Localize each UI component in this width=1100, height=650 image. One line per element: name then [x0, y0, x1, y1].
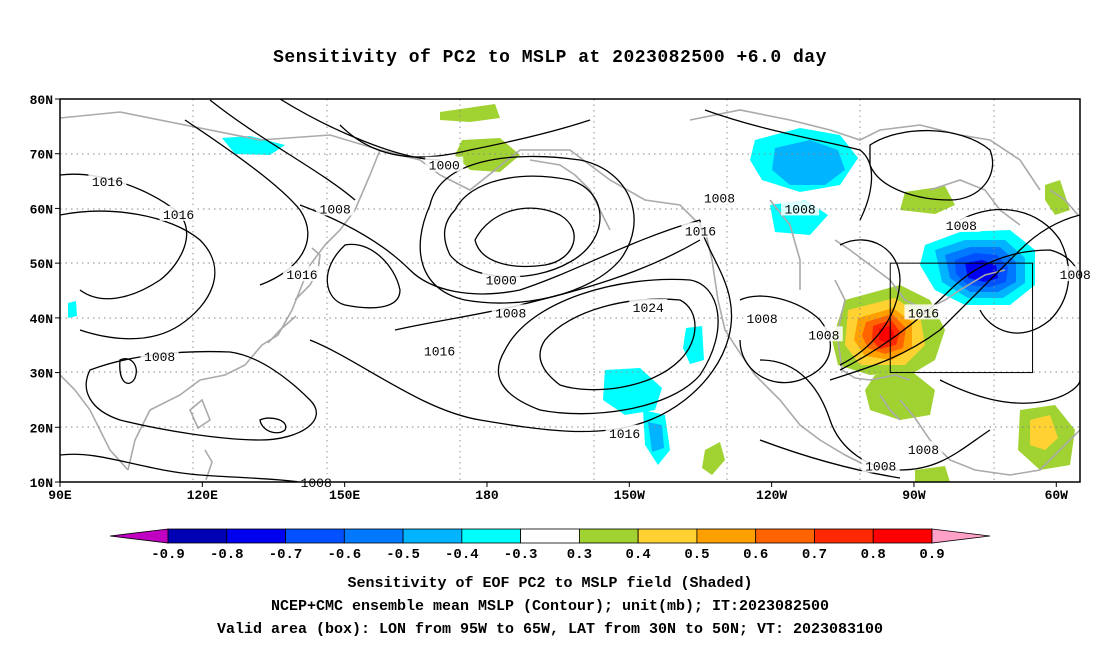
contour-label: 1024: [633, 301, 664, 316]
colorbar-swatch: [226, 528, 286, 544]
contour-label: 1008: [747, 312, 778, 327]
contour-label: 1016: [609, 427, 640, 442]
lon-tick-label: 60W: [1045, 488, 1069, 503]
colorbar-swatch: [696, 528, 757, 544]
shaded-sensitivity: [68, 104, 1075, 482]
lat-tick-label: 70N: [30, 148, 53, 163]
shade-positive-0.3: [1045, 180, 1070, 215]
contour-label: 1000: [429, 159, 460, 174]
lat-tick-label: 30N: [30, 367, 53, 382]
lon-tick-label: 180: [475, 488, 499, 503]
lat-tick-label: 10N: [30, 476, 53, 491]
valid-area-box: [889, 262, 1034, 374]
colorbar-label: 0.5: [684, 547, 709, 563]
lon-tick-label: 90E: [48, 488, 72, 503]
colorbar-swatch: [637, 528, 698, 544]
lon-tick-label: 90W: [902, 488, 926, 503]
graticule: [60, 99, 1080, 482]
caption-valid-area: Valid area (box): LON from 95W to 65W, L…: [216, 621, 884, 638]
caption-contour: NCEP+CMC ensemble mean MSLP (Contour); u…: [270, 598, 830, 615]
colorbar-swatch: [461, 528, 522, 544]
colorbar-label: -0.9: [151, 547, 185, 563]
shade-negative-0.4: [772, 140, 845, 185]
mslp-contours: [60, 99, 1080, 482]
colorbar-swatch: [872, 528, 933, 544]
contour-label: 1008: [908, 443, 939, 458]
lon-tick-label: 120E: [187, 488, 218, 503]
lon-axis: 90E 120E 150E 180 150W 120W 90W 60W: [48, 482, 1068, 503]
colorbar-label: 0.4: [626, 547, 651, 563]
colorbar-max-arrow: [931, 528, 991, 544]
shade-negative-0.4: [648, 422, 664, 452]
lat-tick-label: 60N: [30, 202, 53, 217]
lat-tick-label: 20N: [30, 421, 53, 436]
contour-label: 1008: [1060, 268, 1091, 283]
lat-tick-label: 80N: [30, 93, 53, 108]
contour-label: 1000: [486, 274, 517, 289]
colorbar-label: 0.9: [919, 547, 944, 563]
contour-labels: 1016 1016 1000 1008 1000 1008 1016 1016 1024 1008…: [88, 156, 1095, 491]
colorbar-label: -0.4: [445, 547, 479, 563]
contour-label: 1016: [92, 175, 123, 190]
contour-label: 1016: [424, 345, 455, 360]
shade-positive-0.3: [900, 186, 955, 214]
contour-label: 1008: [144, 350, 175, 365]
colorbar-label: -0.6: [328, 547, 362, 563]
colorbar-label: -0.7: [269, 547, 303, 563]
lat-tick-label: 50N: [30, 257, 53, 272]
lat-axis: 80N 70N 60N 50N 40N 30N 20N 10N: [30, 93, 60, 491]
colorbar: -0.9 -0.8 -0.7 -0.6 -0.5 -0.4 -0.3 0.3 0.4 0.5 0.6…: [109, 528, 991, 563]
colorbar-swatch: [343, 528, 404, 544]
shade-positive-0.3: [865, 370, 935, 420]
contour-label: 1008: [946, 219, 977, 234]
colorbar-label: 0.7: [802, 547, 827, 563]
lon-tick-label: 120W: [756, 488, 787, 503]
contour-label: 1008: [320, 202, 351, 217]
shade-negative-0.3: [683, 326, 704, 364]
colorbar-swatch: [814, 528, 874, 544]
lat-tick-label: 40N: [30, 312, 53, 327]
contour-label: 1016: [908, 306, 939, 321]
colorbar-label: -0.8: [210, 547, 244, 563]
shade-negative-0.3: [222, 136, 285, 155]
shade-positive-0.3: [440, 104, 500, 122]
shade-positive-0.3: [702, 442, 725, 475]
colorbar-label: 0.8: [861, 547, 886, 563]
map-frame: [59, 98, 1081, 483]
colorbar-swatch: [167, 528, 228, 544]
shade-positive-0.3: [915, 466, 950, 482]
contour-label: 1008: [495, 306, 526, 321]
colorbar-swatch: [402, 528, 463, 544]
colorbar-min-arrow: [109, 528, 169, 544]
shade-positive-0.4: [1030, 415, 1058, 450]
contour-label: 1008: [301, 476, 332, 491]
colorbar-label: 0.3: [567, 547, 592, 563]
shade-negative-0.7: [965, 260, 998, 282]
contour-label: 1008: [704, 191, 735, 206]
map-title: Sensitivity of PC2 to MSLP at 2023082500…: [273, 48, 827, 68]
contour-label: 1008: [865, 460, 896, 475]
shade-negative-0.3: [68, 301, 77, 318]
colorbar-swatch: [520, 528, 580, 544]
contour-label: 1008: [784, 202, 815, 217]
lon-tick-label: 150E: [329, 488, 360, 503]
lon-tick-label: 150W: [614, 488, 645, 503]
colorbar-label: -0.3: [504, 547, 538, 563]
coastlines: [60, 109, 1080, 481]
colorbar-label: -0.5: [386, 547, 420, 563]
colorbar-label: 0.6: [743, 547, 768, 563]
contour-label: 1016: [286, 268, 317, 283]
contour-label: 1008: [808, 328, 839, 343]
colorbar-swatch: [578, 528, 639, 544]
contour-label: 1016: [685, 224, 716, 239]
colorbar-swatch: [285, 528, 345, 544]
contour-label: 1016: [163, 208, 194, 223]
caption-shaded: Sensitivity of EOF PC2 to MSLP field (Sh…: [347, 575, 753, 592]
colorbar-swatch: [755, 528, 815, 544]
shade-positive-0.3: [455, 138, 520, 172]
